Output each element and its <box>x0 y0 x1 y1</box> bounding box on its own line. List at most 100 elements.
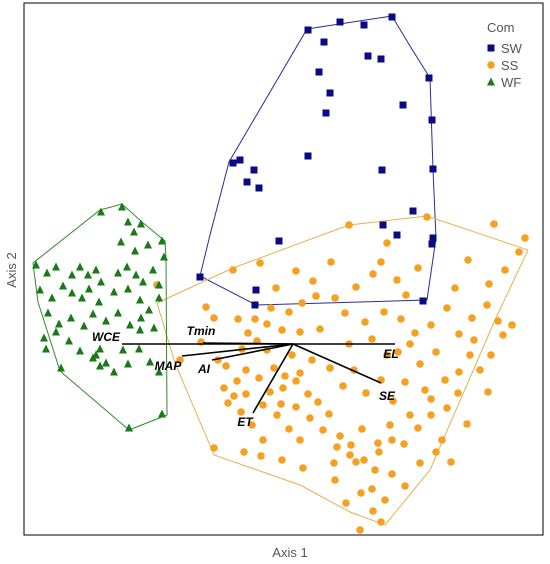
point-sw-18 <box>255 184 263 192</box>
point-wf-12 <box>52 262 60 271</box>
point-ss-28 <box>278 326 286 334</box>
point-wf-55 <box>135 344 143 353</box>
point-ss-142 <box>508 321 516 329</box>
point-ss-48 <box>255 374 263 382</box>
point-ss-6 <box>229 266 237 274</box>
vector-label-map: MAP <box>155 359 183 373</box>
point-ss-78 <box>346 451 354 459</box>
vector-map <box>181 343 294 357</box>
point-ss-69 <box>237 408 245 416</box>
point-wf-30 <box>95 297 103 306</box>
point-wf-51 <box>96 344 104 353</box>
point-ss-14 <box>393 276 401 284</box>
point-wf-5 <box>130 227 138 236</box>
point-ss-35 <box>411 329 419 337</box>
point-sw-28 <box>252 286 260 294</box>
point-wf-29 <box>85 284 93 293</box>
point-ss-51 <box>288 351 296 359</box>
point-wf-16 <box>92 265 100 274</box>
point-ss-92 <box>299 464 307 472</box>
point-sw-13 <box>236 156 244 164</box>
legend: Com SW SS WF <box>487 20 523 90</box>
point-wf-58 <box>57 363 65 372</box>
point-ss-71 <box>259 436 267 444</box>
point-ss-4 <box>490 220 498 228</box>
point-ss-72 <box>273 411 281 419</box>
point-wf-57 <box>155 367 163 376</box>
point-wf-18 <box>114 268 122 277</box>
legend-title: Com <box>487 20 514 35</box>
point-ss-19 <box>485 280 493 288</box>
point-ss-37 <box>443 304 451 312</box>
point-ss-107 <box>270 364 278 372</box>
point-ss-88 <box>210 444 218 452</box>
point-wf-8 <box>144 240 152 249</box>
point-ss-127 <box>298 299 306 307</box>
legend-label-wf: WF <box>501 75 521 90</box>
vector-label-se: SE <box>379 389 396 403</box>
point-ss-124 <box>244 329 252 337</box>
vector-labels-layer: WCE Tmin MAP AI EL SE ET <box>92 324 399 429</box>
point-wf-9 <box>160 252 168 261</box>
point-ss-115 <box>358 425 366 433</box>
point-wf-49 <box>76 346 84 355</box>
point-ss-26 <box>251 315 259 323</box>
point-ss-42 <box>176 356 184 364</box>
point-ss-83 <box>414 424 422 432</box>
legend-entries: SW SS WF <box>487 41 523 90</box>
point-ss-84 <box>427 411 435 419</box>
point-ss-132 <box>383 351 391 359</box>
point-ss-113 <box>336 432 344 440</box>
point-ss-3 <box>423 213 431 221</box>
point-wf-13 <box>68 270 76 279</box>
point-sw-23 <box>393 231 401 239</box>
point-ss-139 <box>470 336 478 344</box>
point-ss-21 <box>515 248 523 256</box>
point-ss-82 <box>400 440 408 448</box>
point-ss-143 <box>406 411 414 419</box>
point-ss-66 <box>476 366 484 374</box>
point-wf-33 <box>136 295 144 304</box>
point-ss-61 <box>416 360 424 368</box>
point-ss-20 <box>501 266 509 274</box>
point-ss-45 <box>220 384 228 392</box>
point-ss-103 <box>377 518 385 526</box>
point-ss-1 <box>383 239 391 247</box>
point-sw-29 <box>251 301 259 309</box>
point-wf-14 <box>76 262 84 271</box>
point-wf-47 <box>52 327 60 336</box>
point-ss-33 <box>380 308 388 316</box>
point-ss-134 <box>406 340 414 348</box>
point-wf-52 <box>102 358 110 367</box>
point-ss-76 <box>319 426 327 434</box>
point-wf-20 <box>132 270 140 279</box>
point-wf-39 <box>80 321 88 330</box>
vectors-layer <box>122 342 395 414</box>
point-ss-55 <box>339 382 347 390</box>
point-ss-30 <box>316 325 324 333</box>
vector-label-tmin: Tmin <box>187 324 216 338</box>
vector-ai <box>211 343 294 361</box>
point-sw-15 <box>250 166 258 174</box>
point-ss-13 <box>369 270 377 278</box>
point-ss-65 <box>466 351 474 359</box>
point-wf-54 <box>124 359 132 368</box>
point-ss-60 <box>401 378 409 386</box>
point-ss-31 <box>341 309 349 317</box>
vector-label-wce: WCE <box>92 330 121 344</box>
point-ss-62 <box>432 348 440 356</box>
point-ss-7 <box>256 259 264 267</box>
point-ss-99 <box>432 448 440 456</box>
point-ss-93 <box>330 459 338 467</box>
point-ss-41 <box>494 317 502 325</box>
point-sw-1 <box>336 18 344 26</box>
point-wf-53 <box>110 367 118 376</box>
point-ss-145 <box>331 476 339 484</box>
point-ss-25 <box>234 315 242 323</box>
point-wf-22 <box>149 265 157 274</box>
point-ss-49 <box>266 388 274 396</box>
point-ss-9 <box>292 267 300 275</box>
point-ss-63 <box>441 376 449 384</box>
point-wf-4 <box>158 236 166 245</box>
